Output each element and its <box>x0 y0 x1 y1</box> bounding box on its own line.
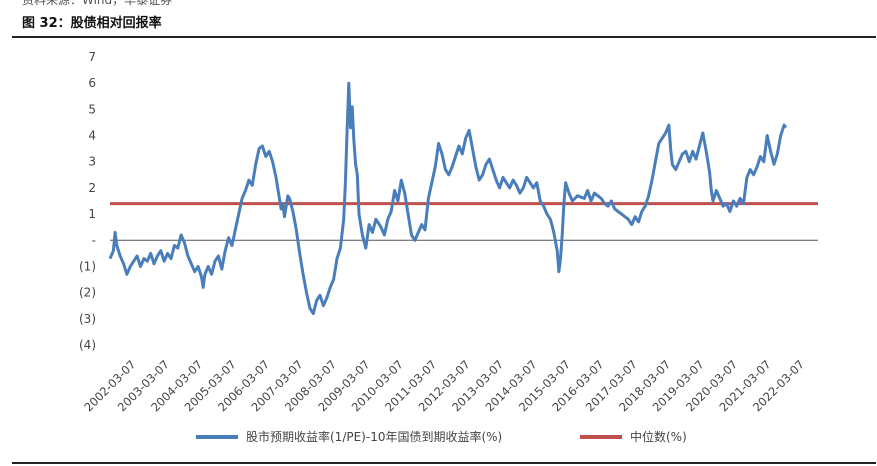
y-tick-label: 4 <box>88 129 96 143</box>
legend-label-median: 中位数(%) <box>630 429 687 444</box>
y-tick-label: 1 <box>88 207 96 221</box>
y-axis: 7 6 5 4 3 2 1 - (1) (2) (3) (4) <box>79 50 96 352</box>
y-tick-label: 5 <box>88 102 96 116</box>
y-tick-label: (4) <box>79 338 96 352</box>
figure-title: 图 32：股债相对回报率 <box>22 16 162 31</box>
y-tick-label: (3) <box>79 312 96 326</box>
source-line: 资料来源：Wind，华泰证券 <box>22 0 173 7</box>
bottom-rule <box>12 462 876 464</box>
pe-spread-series-line <box>108 81 788 316</box>
y-tick-label: 7 <box>88 50 96 64</box>
y-tick-label: - <box>92 233 96 247</box>
x-axis: 2002-03-072003-03-072004-03-072005-03-07… <box>81 357 807 414</box>
legend-label-pe-spread: 股市预期收益率(1/PE)-10年国债到期收益率(%) <box>246 429 502 444</box>
y-tick-label: 3 <box>88 155 96 169</box>
y-tick-label: (1) <box>79 259 96 273</box>
y-tick-label: (2) <box>79 286 96 300</box>
y-tick-label: 2 <box>88 181 96 195</box>
figure-title-bar: 图 32：股债相对回报率 <box>12 8 876 38</box>
y-tick-label: 6 <box>88 76 96 90</box>
legend: 股市预期收益率(1/PE)-10年国债到期收益率(%) 中位数(%) <box>196 429 687 444</box>
